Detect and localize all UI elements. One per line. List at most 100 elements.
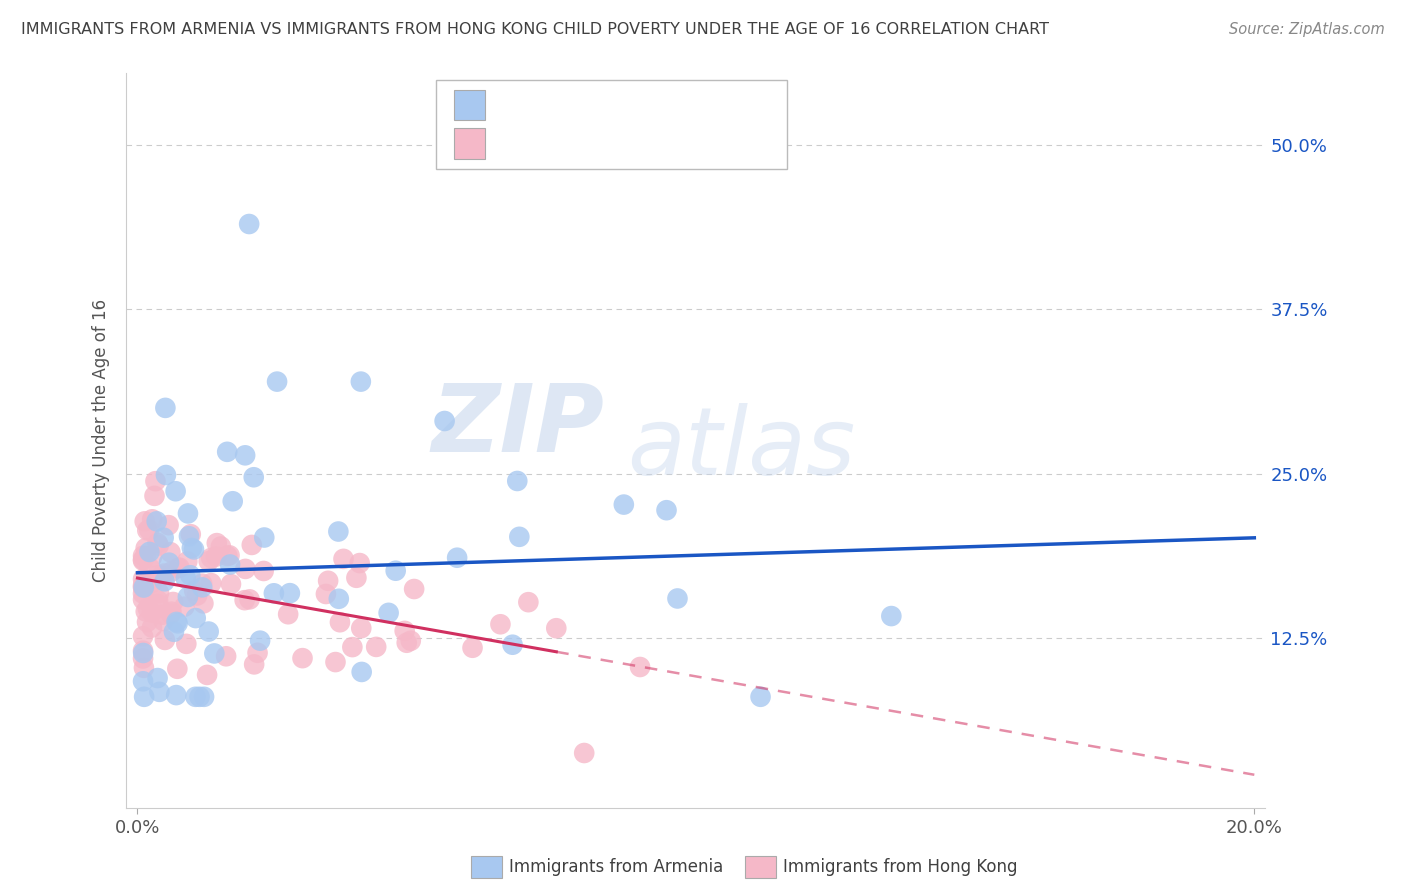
Point xyxy=(138,545,160,559)
Point xyxy=(880,609,903,624)
Point xyxy=(153,574,176,589)
Point xyxy=(433,414,456,428)
Point xyxy=(193,596,215,610)
Text: Immigrants from Hong Kong: Immigrants from Hong Kong xyxy=(783,858,1018,876)
Point xyxy=(291,651,314,665)
Point xyxy=(146,597,169,611)
Point xyxy=(197,554,219,568)
Point xyxy=(169,560,191,574)
Point xyxy=(235,562,257,576)
Point xyxy=(200,550,222,565)
Point xyxy=(350,375,373,389)
Point xyxy=(162,595,184,609)
Point xyxy=(146,568,169,582)
Point xyxy=(205,549,228,564)
Point xyxy=(135,604,157,618)
Point xyxy=(461,640,484,655)
Point xyxy=(165,484,187,499)
Point xyxy=(134,549,156,563)
Point xyxy=(395,636,418,650)
Point xyxy=(179,568,201,582)
Point xyxy=(446,550,468,565)
Point xyxy=(222,494,245,508)
Point xyxy=(315,587,337,601)
Point xyxy=(366,640,388,654)
Point xyxy=(166,616,188,631)
Point xyxy=(404,582,426,596)
Point xyxy=(134,514,156,528)
Point xyxy=(628,660,651,674)
Point xyxy=(508,530,530,544)
Point xyxy=(217,549,239,563)
Point xyxy=(132,661,155,675)
Point xyxy=(132,587,155,601)
Point xyxy=(132,549,155,563)
Y-axis label: Child Poverty Under the Age of 16: Child Poverty Under the Age of 16 xyxy=(93,299,110,582)
Text: R = -0.306   N = 99: R = -0.306 N = 99 xyxy=(496,133,681,153)
Point xyxy=(132,580,155,594)
Point xyxy=(205,536,228,550)
Point xyxy=(655,503,678,517)
Point xyxy=(184,690,207,704)
Point xyxy=(132,581,155,595)
Point xyxy=(159,607,181,621)
Point xyxy=(239,592,262,607)
Point xyxy=(145,514,167,528)
Point xyxy=(546,621,568,635)
Point xyxy=(749,690,772,704)
Point xyxy=(325,655,347,669)
Point xyxy=(384,564,406,578)
Point xyxy=(148,538,170,552)
Point xyxy=(195,668,218,682)
Point xyxy=(218,549,240,563)
Point xyxy=(233,593,256,607)
Point xyxy=(166,615,188,629)
Point xyxy=(243,657,266,672)
Point xyxy=(146,536,169,550)
Point xyxy=(148,685,170,699)
Point xyxy=(240,538,263,552)
Point xyxy=(191,576,214,591)
Text: IMMIGRANTS FROM ARMENIA VS IMMIGRANTS FROM HONG KONG CHILD POVERTY UNDER THE AGE: IMMIGRANTS FROM ARMENIA VS IMMIGRANTS FR… xyxy=(21,22,1049,37)
Point xyxy=(167,561,190,575)
Point xyxy=(316,574,339,588)
Point xyxy=(160,565,183,579)
Text: atlas: atlas xyxy=(627,402,856,493)
Point xyxy=(666,591,689,606)
Point xyxy=(184,611,207,625)
Point xyxy=(153,566,176,581)
Point xyxy=(177,507,200,521)
Point xyxy=(173,599,195,614)
Point xyxy=(613,498,636,512)
Point xyxy=(350,621,373,635)
Point xyxy=(342,640,364,654)
Point xyxy=(132,554,155,568)
Point xyxy=(202,647,225,661)
Point xyxy=(197,624,219,639)
Point xyxy=(209,540,232,554)
Point xyxy=(253,564,276,578)
Point xyxy=(180,527,202,541)
Point xyxy=(219,558,242,572)
Point xyxy=(145,474,167,488)
Point xyxy=(502,638,524,652)
Point xyxy=(238,217,260,231)
Point xyxy=(157,518,180,533)
Point xyxy=(344,571,367,585)
Point xyxy=(157,556,180,570)
Point xyxy=(138,523,160,537)
Point xyxy=(266,375,288,389)
Point xyxy=(219,577,242,591)
Text: R =  0.183   N = 59: R = 0.183 N = 59 xyxy=(496,95,681,114)
Point xyxy=(177,529,200,543)
Point xyxy=(233,448,256,462)
Point xyxy=(242,470,264,484)
Point xyxy=(135,541,157,555)
Point xyxy=(193,690,215,704)
Point xyxy=(152,531,174,545)
Point xyxy=(174,572,197,586)
Point xyxy=(506,474,529,488)
Point xyxy=(132,643,155,657)
Point xyxy=(152,614,174,628)
Point xyxy=(150,607,173,622)
